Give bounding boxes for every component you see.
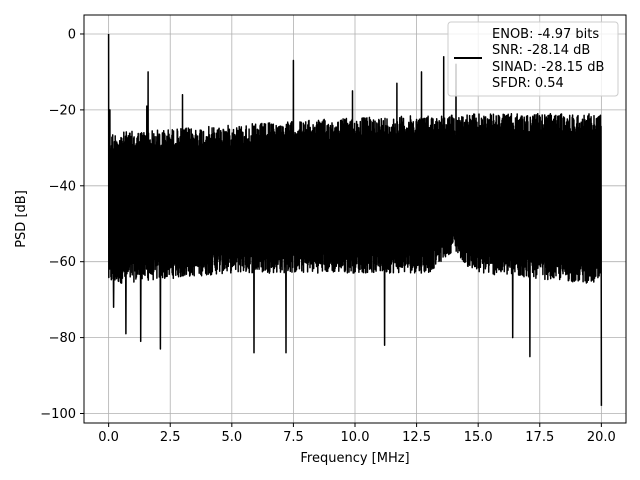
- x-tick-label-2: 5.0: [221, 430, 242, 445]
- x-tick-label-5: 12.5: [402, 430, 431, 445]
- x-axis-ticks: 0.0 2.5 5.0 7.5 10.0 12.5 15.0 17.5 20.0: [98, 423, 616, 445]
- y-tick-label-5: −100: [40, 407, 76, 422]
- y-tick-label-1: −20: [49, 103, 76, 118]
- series-line: [107, 33, 603, 406]
- x-tick-label-6: 15.0: [464, 430, 493, 445]
- x-tick-label-4: 10.0: [341, 430, 370, 445]
- legend-entry-sinad: SINAD: -28.15 dB: [492, 60, 604, 75]
- y-tick-label-0: 0: [68, 27, 76, 42]
- x-tick-label-1: 2.5: [160, 430, 181, 445]
- legend: ENOB: -4.97 bits SNR: -28.14 dB SINAD: -…: [447, 21, 619, 97]
- y-tick-label-3: −60: [49, 255, 76, 270]
- legend-entry-snr: SNR: -28.14 dB: [492, 43, 590, 58]
- y-axis-label: PSD [dB]: [14, 190, 29, 248]
- y-tick-label-2: −40: [49, 179, 76, 194]
- legend-entry-enob: ENOB: -4.97 bits: [492, 27, 599, 42]
- psd-trace: [107, 33, 603, 406]
- y-tick-label-4: −80: [49, 331, 76, 346]
- legend-entry-sfdr: SFDR: 0.54: [492, 76, 564, 91]
- x-tick-label-3: 7.5: [283, 430, 304, 445]
- legend-box: [447, 21, 619, 97]
- x-tick-label-8: 20.0: [587, 430, 616, 445]
- x-tick-label-0: 0.0: [98, 430, 119, 445]
- x-axis-label: Frequency [MHz]: [300, 451, 409, 466]
- y-axis-ticks: 0 −20 −40 −60 −80 −100: [40, 27, 84, 422]
- x-tick-label-7: 17.5: [525, 430, 554, 445]
